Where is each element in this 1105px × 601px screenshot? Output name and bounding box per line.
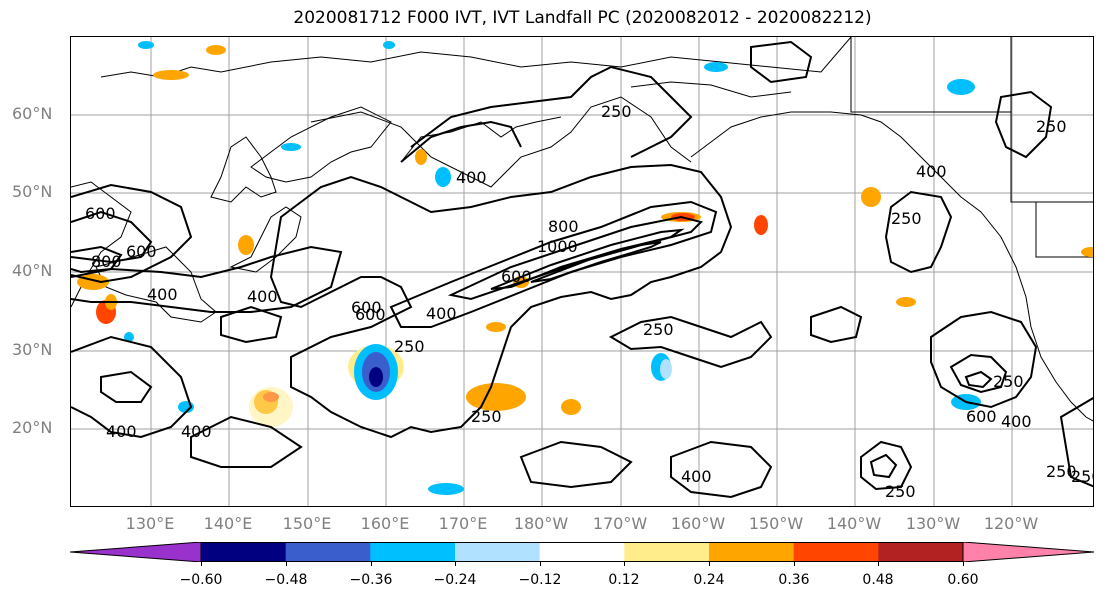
colorbar-tick xyxy=(201,562,202,566)
contour-label: 250 xyxy=(471,407,502,426)
lon-label: 180°W xyxy=(513,514,569,533)
lon-label: 150°E xyxy=(282,514,332,533)
contour-label: 250 xyxy=(1036,117,1067,136)
colorbar-segment xyxy=(370,542,456,562)
contour-label: 250 xyxy=(643,320,674,339)
lat-label: 30°N xyxy=(12,340,53,359)
colorbar-tick-label: 0.12 xyxy=(608,572,640,588)
colorbar-segment xyxy=(624,542,710,562)
shading xyxy=(77,41,1093,495)
colorbar-segment xyxy=(709,542,795,562)
colorbar-tick xyxy=(624,562,625,566)
colorbar-tick-label: −0.48 xyxy=(264,572,308,588)
contour-label: 600 xyxy=(501,267,532,286)
lat-label: 50°N xyxy=(12,182,53,201)
contour-label: 400 xyxy=(247,287,278,306)
contour-label: 400 xyxy=(426,304,457,323)
contour-label: 250 xyxy=(1071,467,1094,486)
colorbar-segment xyxy=(962,542,1094,562)
colorbar-segment xyxy=(70,542,202,562)
colorbar xyxy=(70,542,1094,562)
coastlines xyxy=(71,37,1093,422)
contour-label: 400 xyxy=(1001,412,1032,431)
colorbar-frame xyxy=(200,542,964,562)
contour-label: 250 xyxy=(394,337,425,356)
colorbar-segment xyxy=(878,542,964,562)
colorbar-tick xyxy=(709,562,710,566)
map-title: 2020081712 F000 IVT, IVT Landfall PC (20… xyxy=(293,8,872,28)
lat-label: 20°N xyxy=(12,418,53,437)
colorbar-tick xyxy=(963,562,964,566)
colorbar-tick xyxy=(286,562,287,566)
ivt-contours xyxy=(71,40,1093,499)
gridlines xyxy=(71,37,1093,506)
contour-labels: 600 400 800 600 400 400 600 800 1000 600… xyxy=(85,102,1094,501)
lon-label: 170°W xyxy=(592,514,648,533)
colorbar-tick-label: −0.12 xyxy=(518,572,562,588)
contour-label: 250 xyxy=(891,209,922,228)
contour-label: 400 xyxy=(681,467,712,486)
contour-label: 250 xyxy=(601,102,632,121)
map-panel: 600 400 800 600 400 400 600 800 1000 600… xyxy=(70,36,1094,507)
contour-label: 800 xyxy=(548,217,579,236)
lon-label: 160°E xyxy=(360,514,410,533)
contour-label: 600 xyxy=(966,407,997,426)
contour-label: 400 xyxy=(181,422,212,441)
colorbar-tick-label: 0.60 xyxy=(947,572,979,588)
lat-label: 40°N xyxy=(12,261,53,280)
colorbar-segment xyxy=(539,542,625,562)
contour-label: 800 xyxy=(91,252,122,271)
contour-label: 400 xyxy=(456,168,487,187)
contour-label: 600 xyxy=(355,305,386,324)
contour-label: 250 xyxy=(885,482,916,501)
lon-label: 130°W xyxy=(905,514,961,533)
lon-label: 150°W xyxy=(748,514,804,533)
map-canvas: 600 400 800 600 400 400 600 800 1000 600… xyxy=(71,37,1094,506)
contour-label: 400 xyxy=(106,422,137,441)
colorbar-tick xyxy=(794,562,795,566)
colorbar-tick xyxy=(455,562,456,566)
contour-label: 600 xyxy=(351,298,382,317)
lat-label: 60°N xyxy=(12,104,53,123)
contour-label: 250 xyxy=(993,372,1024,391)
lon-label: 160°W xyxy=(670,514,726,533)
contour-label: 600 xyxy=(85,204,116,223)
colorbar-tick-label: −0.36 xyxy=(349,572,393,588)
colorbar-tick xyxy=(878,562,879,566)
colorbar-tick xyxy=(371,562,372,566)
lon-label: 120°W xyxy=(983,514,1039,533)
contour-label: 600 xyxy=(126,242,157,261)
colorbar-tick-label: 0.48 xyxy=(862,572,894,588)
lon-label: 140°E xyxy=(203,514,253,533)
lon-label: 170°E xyxy=(438,514,488,533)
colorbar-tick-label: 0.24 xyxy=(693,572,725,588)
colorbar-segment xyxy=(793,542,879,562)
contour-label: 400 xyxy=(916,162,947,181)
lon-label: 130°E xyxy=(125,514,175,533)
colorbar-tick xyxy=(540,562,541,566)
colorbar-segment xyxy=(285,542,371,562)
colorbar-tick-label: 0.36 xyxy=(778,572,810,588)
contour-label: 400 xyxy=(147,285,178,304)
contour-label: 1000 xyxy=(537,237,578,256)
colorbar-tick-label: −0.60 xyxy=(179,572,223,588)
colorbar-tick-label: −0.24 xyxy=(433,572,477,588)
contour-label: 250 xyxy=(1046,462,1077,481)
colorbar-segment xyxy=(201,542,287,562)
colorbar-segment xyxy=(455,542,541,562)
lon-label: 140°W xyxy=(826,514,882,533)
